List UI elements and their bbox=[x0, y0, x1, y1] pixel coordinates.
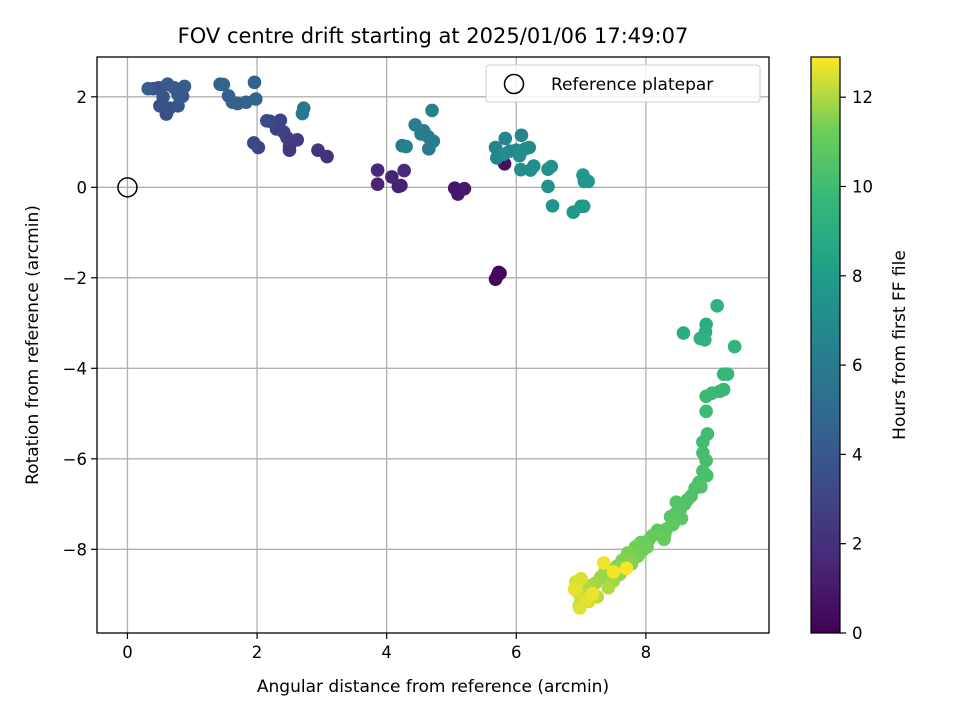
scatter-point bbox=[574, 199, 588, 214]
scatter-point bbox=[370, 177, 385, 191]
scatter-point bbox=[596, 556, 611, 570]
y-tick-label: −2 bbox=[63, 269, 87, 288]
scatter-point bbox=[259, 113, 274, 128]
plot-frame bbox=[96, 56, 770, 634]
scatter-point bbox=[581, 174, 596, 189]
scatter-point bbox=[397, 163, 411, 178]
colorbar: 0 2 4 6 8 10 12 Hours from first FF file bbox=[810, 56, 910, 643]
scatter-point bbox=[385, 170, 399, 184]
colorbar-ticks: 0 2 4 6 8 10 12 bbox=[840, 88, 873, 643]
scatter-point bbox=[248, 92, 263, 106]
x-tick-label: 2 bbox=[252, 643, 263, 662]
y-axis-ticks: −8 −6 −4 −2 0 2 bbox=[63, 88, 97, 559]
colorbar-tick-label: 6 bbox=[852, 356, 863, 375]
scatter-point bbox=[574, 571, 588, 586]
scatter-point bbox=[585, 586, 600, 601]
scatter-point bbox=[247, 136, 261, 150]
scatter-point bbox=[567, 582, 582, 596]
colorbar-gradient bbox=[810, 56, 841, 634]
scatter-point bbox=[699, 389, 713, 404]
reference-platepar-marker bbox=[117, 177, 138, 198]
scatter-point bbox=[498, 131, 513, 146]
scatter-point bbox=[699, 453, 713, 468]
scatter-point bbox=[514, 162, 528, 177]
scatter-point bbox=[727, 339, 742, 354]
scatter-point bbox=[177, 79, 192, 94]
scatter-point bbox=[619, 561, 634, 576]
scatter-point bbox=[710, 299, 724, 313]
colorbar-tick-label: 12 bbox=[852, 88, 873, 107]
scatter-point bbox=[273, 113, 288, 128]
scatter-point bbox=[601, 580, 616, 595]
scatter-point bbox=[408, 118, 422, 132]
scatter-point bbox=[696, 435, 710, 449]
chart-title: FOV centre drift starting at 2025/01/06 … bbox=[178, 24, 689, 48]
x-axis-ticks: 0 2 4 6 8 bbox=[122, 633, 651, 662]
legend: Reference platepar bbox=[485, 64, 761, 103]
scatter-point bbox=[512, 148, 527, 163]
scatter-point bbox=[493, 266, 507, 281]
x-tick-label: 4 bbox=[381, 643, 392, 662]
scatter-point bbox=[457, 181, 472, 196]
legend-label: Reference platepar bbox=[551, 75, 713, 95]
legend-box bbox=[485, 64, 761, 103]
scatter-point bbox=[523, 163, 538, 177]
scatter-point bbox=[156, 90, 170, 104]
scatter-point bbox=[399, 139, 413, 154]
scatter-point bbox=[311, 143, 325, 158]
scatter-point bbox=[370, 163, 385, 177]
y-tick-label: 2 bbox=[77, 88, 88, 107]
y-axis-label: Rotation from reference (arcmin) bbox=[23, 205, 43, 485]
scatter-point bbox=[290, 133, 305, 147]
scatter-point bbox=[699, 404, 713, 419]
colorbar-label: Hours from first FF file bbox=[890, 250, 910, 440]
colorbar-tick-label: 8 bbox=[852, 267, 863, 286]
scatter-point bbox=[496, 147, 511, 162]
scatter-point bbox=[247, 75, 262, 90]
scatter-point bbox=[694, 480, 708, 494]
scatter-point bbox=[522, 140, 537, 155]
colorbar-tick-label: 0 bbox=[852, 624, 863, 643]
scatter-point bbox=[426, 134, 441, 148]
y-tick-label: −4 bbox=[63, 359, 87, 378]
scatter-point bbox=[167, 80, 181, 95]
plot-area bbox=[96, 56, 770, 634]
x-axis-label: Angular distance from reference (arcmin) bbox=[257, 677, 609, 697]
scatter-point bbox=[425, 103, 439, 118]
x-tick-label: 0 bbox=[122, 643, 133, 662]
scatter-point bbox=[216, 77, 231, 92]
y-tick-label: −6 bbox=[63, 450, 87, 469]
scatter-point bbox=[544, 159, 559, 174]
y-tick-label: −8 bbox=[63, 540, 87, 559]
colorbar-tick-label: 10 bbox=[852, 177, 873, 196]
legend-marker bbox=[503, 73, 525, 95]
scatter-points bbox=[141, 75, 742, 615]
scatter-point bbox=[669, 495, 684, 510]
x-tick-label: 8 bbox=[641, 643, 652, 662]
x-tick-label: 6 bbox=[511, 643, 522, 662]
scatter-point bbox=[606, 565, 621, 579]
scatter-point bbox=[141, 81, 155, 96]
scatter-point bbox=[514, 128, 529, 143]
scatter-point bbox=[541, 179, 555, 194]
colorbar-tick-label: 2 bbox=[852, 535, 863, 554]
colorbar-tick-label: 4 bbox=[852, 445, 863, 464]
scatter-point bbox=[394, 178, 408, 193]
scatter-point bbox=[295, 106, 310, 121]
y-tick-label: 0 bbox=[77, 178, 88, 197]
scatter-point bbox=[657, 532, 671, 547]
scatter-point bbox=[720, 367, 735, 381]
scatter-point bbox=[545, 199, 560, 213]
scatter-point bbox=[640, 540, 654, 554]
scatter-point bbox=[698, 332, 712, 347]
scatter-point bbox=[676, 326, 691, 340]
